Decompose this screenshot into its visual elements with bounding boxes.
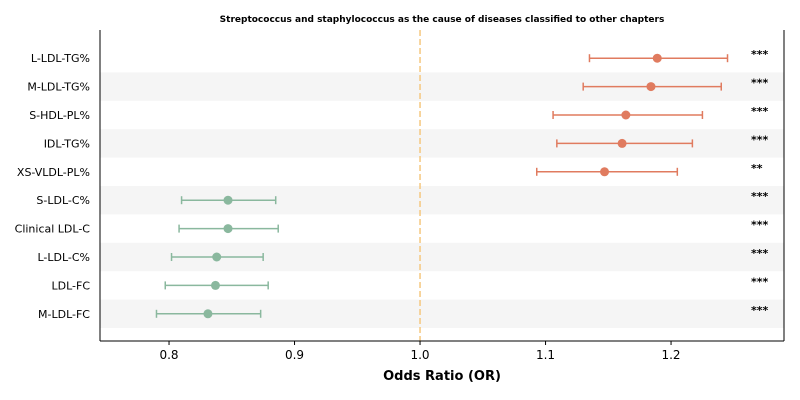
row-label: LDL-FC xyxy=(51,279,90,292)
row-label: M-LDL-FC xyxy=(38,308,90,321)
or-point xyxy=(646,82,656,92)
forest-row: M-LDL-TG% *** xyxy=(27,77,768,94)
significance-label: *** xyxy=(751,48,769,61)
x-tick-label: 1.2 xyxy=(661,348,680,362)
forest-row: M-LDL-FC *** xyxy=(38,304,768,321)
row-label: S-HDL-PL% xyxy=(29,109,90,122)
forest-row: S-HDL-PL% *** xyxy=(29,105,768,122)
x-axis-label: Odds Ratio (OR) xyxy=(383,369,501,384)
forest-rows: L-LDL-TG% ***M-LDL-TG% ***S-HDL-PL% ***IDL-… xyxy=(15,48,769,321)
significance-label: *** xyxy=(751,219,769,232)
x-tick-label: 0.9 xyxy=(285,348,304,362)
or-point xyxy=(203,309,213,319)
or-point xyxy=(617,138,627,148)
significance-label: ** xyxy=(751,162,763,175)
x-axis-ticks: 0.8 0.9 1.0 1.1 1.2 xyxy=(159,341,681,362)
forest-row: Clinical LDL-C *** xyxy=(15,219,769,236)
chart-title: Streptococcus and staphylococcus as the … xyxy=(220,15,665,25)
significance-label: *** xyxy=(751,190,769,203)
x-tick-label: 0.8 xyxy=(159,348,178,362)
or-point xyxy=(212,252,222,262)
row-label: L-LDL-C% xyxy=(37,251,90,264)
or-point xyxy=(621,110,631,120)
row-label: XS-VLDL-PL% xyxy=(17,166,90,179)
significance-label: *** xyxy=(751,133,769,146)
significance-label: *** xyxy=(751,77,769,90)
significance-label: *** xyxy=(751,304,769,317)
row-label: Clinical LDL-C xyxy=(15,223,91,236)
forest-row: IDL-TG% *** xyxy=(44,133,769,150)
x-tick-label: 1.1 xyxy=(536,348,555,362)
row-label: S-LDL-C% xyxy=(36,194,90,207)
or-point xyxy=(223,195,233,205)
row-label: L-LDL-TG% xyxy=(31,52,90,65)
forest-row: LDL-FC *** xyxy=(51,275,768,292)
forest-row: S-LDL-C% *** xyxy=(36,190,768,207)
or-point xyxy=(652,53,662,63)
forest-row: XS-VLDL-PL% ** xyxy=(17,162,763,179)
or-point xyxy=(210,280,220,290)
row-label: IDL-TG% xyxy=(44,137,90,150)
plot-axes xyxy=(99,30,785,342)
significance-label: *** xyxy=(751,105,769,118)
or-point xyxy=(600,167,610,177)
x-tick-label: 1.0 xyxy=(410,348,429,362)
row-label: M-LDL-TG% xyxy=(27,81,90,94)
significance-label: *** xyxy=(751,275,769,288)
significance-label: *** xyxy=(751,247,769,260)
forest-row: L-LDL-C% *** xyxy=(37,247,768,264)
or-point xyxy=(223,224,233,234)
forest-row: L-LDL-TG% *** xyxy=(31,48,769,65)
